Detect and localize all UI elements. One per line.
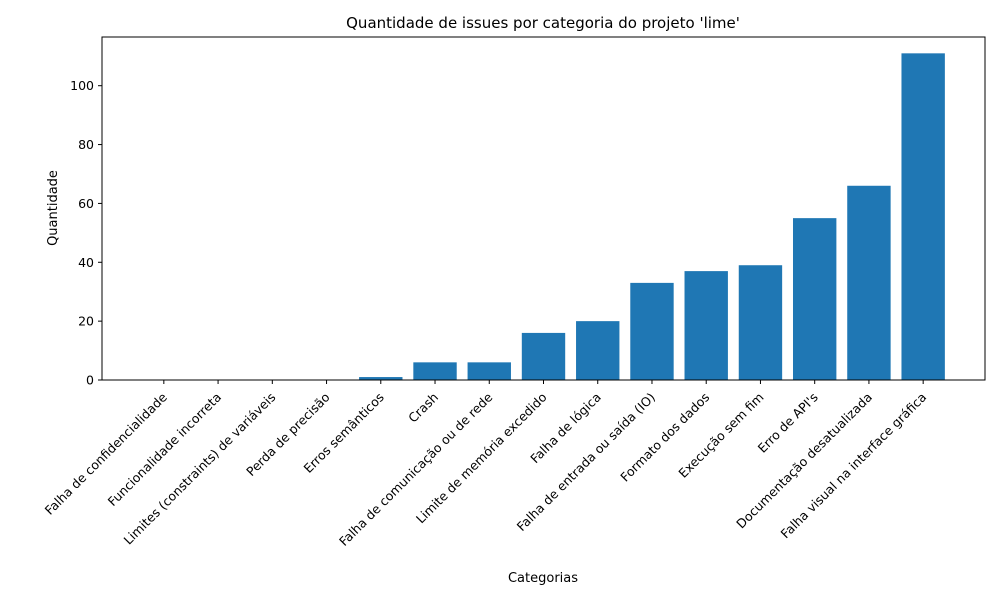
bar-5 <box>413 362 457 380</box>
chart-title: Quantidade de issues por categoria do pr… <box>346 14 740 32</box>
bar-13 <box>847 185 891 380</box>
bar-9 <box>630 282 674 380</box>
y-axis-ticks: 0 20 40 60 80 100 <box>70 78 102 388</box>
x-axis-title: Categorias <box>508 571 578 586</box>
x-axis-ticks: Falha de confidencialidadeFuncionalidade… <box>42 380 929 549</box>
y-axis-title: Quantidade <box>46 170 61 246</box>
bar-8 <box>576 321 620 380</box>
bar-7 <box>521 332 566 380</box>
bar-11 <box>738 265 783 380</box>
y-tick-label: 80 <box>78 137 94 152</box>
bar-4 <box>359 377 403 380</box>
bar-6 <box>467 362 511 380</box>
y-tick-label: 60 <box>78 196 94 211</box>
bar-10 <box>684 271 728 380</box>
x-tick-label: Funcionalidade incorreta <box>105 390 225 510</box>
y-tick-label: 0 <box>86 373 94 388</box>
bars-group <box>359 53 945 380</box>
x-tick-label: Crash <box>405 390 441 426</box>
y-tick-label: 20 <box>78 314 94 329</box>
bar-12 <box>792 218 837 380</box>
x-tick-label: Formato dos dados <box>617 390 712 485</box>
y-tick-label: 40 <box>78 255 94 270</box>
y-tick-label: 100 <box>70 78 94 93</box>
bar-14 <box>901 53 945 380</box>
